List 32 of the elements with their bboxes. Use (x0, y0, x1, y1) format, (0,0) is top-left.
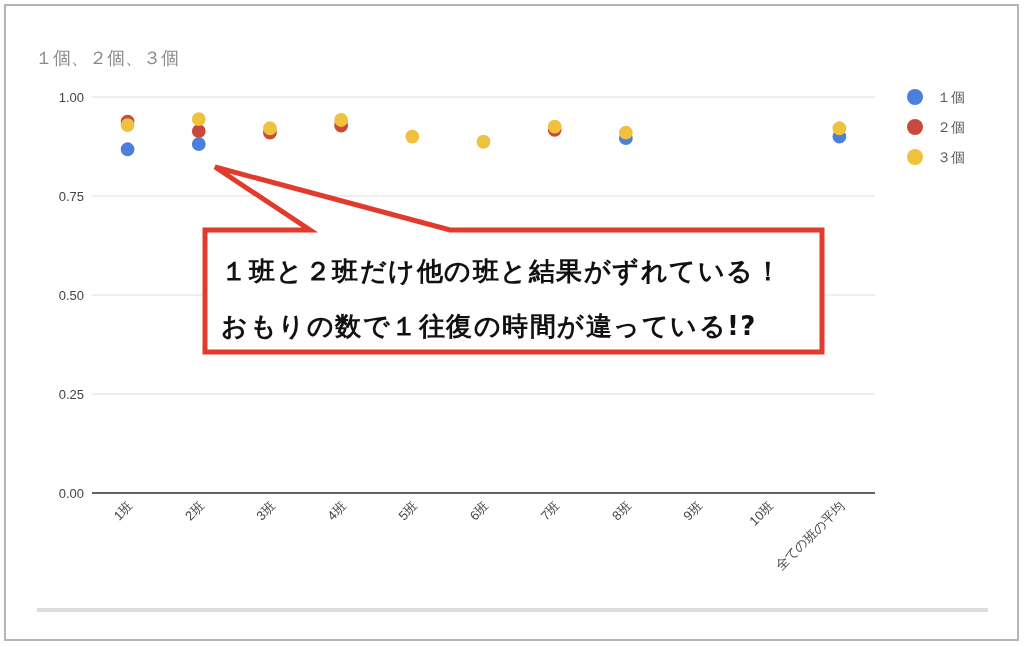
y-tick-label: 0.50 (58, 287, 84, 303)
point (191, 124, 206, 138)
x-tick-label: 8班 (609, 498, 634, 524)
y-tick-label: 1.00 (58, 89, 84, 105)
x-tick-label: 9班 (680, 498, 706, 524)
point (120, 142, 135, 157)
point (618, 125, 633, 140)
point (191, 112, 206, 127)
annotation: おもりの数で１往復の時間が違っている!? (221, 311, 757, 341)
point (476, 134, 491, 149)
y-tick-label: 0.00 (58, 485, 84, 501)
x-tick-label: 6班 (466, 498, 492, 524)
legend-label: １個 (937, 89, 965, 105)
point (191, 137, 206, 152)
point (832, 121, 847, 136)
x-tick-label: 4班 (324, 498, 350, 524)
y-tick-label: 0.75 (58, 188, 84, 204)
chart-title: １個、２個、３個 (35, 47, 179, 68)
x-tick-label: 5班 (395, 498, 421, 524)
x-tick-label: 10班 (746, 498, 777, 529)
annotation: １班と２班だけ他の班と結果がずれている！ (221, 256, 782, 286)
point (120, 118, 135, 133)
point (405, 129, 420, 144)
x-tick-label: 2班 (181, 498, 207, 524)
x-tick-label: 1班 (110, 498, 136, 524)
y-tick-label: 0.25 (58, 386, 84, 402)
x-tick-label: 3班 (253, 498, 279, 524)
legend-label: ２個 (937, 119, 965, 135)
x-tick-label: 7班 (537, 498, 563, 524)
point (334, 113, 349, 127)
point (263, 121, 277, 136)
legend-label: ３個 (937, 149, 965, 165)
